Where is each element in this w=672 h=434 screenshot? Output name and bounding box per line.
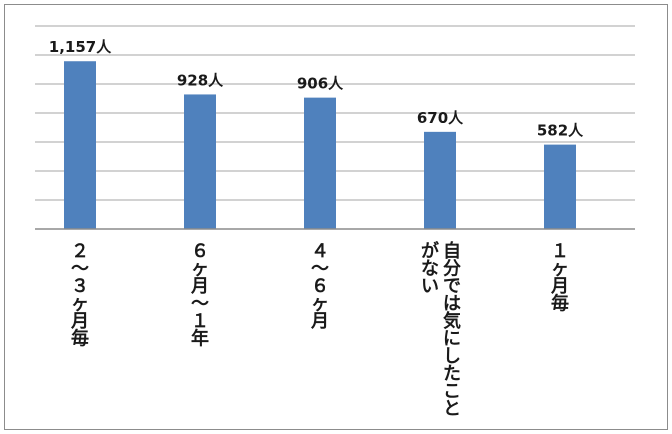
- category-glyph: 気: [443, 310, 461, 332]
- category-glyph: ４: [311, 241, 329, 262]
- category-glyph: 年: [191, 328, 209, 350]
- value-label: 928人: [177, 71, 224, 89]
- category-glyph: ヶ: [191, 259, 209, 280]
- category-glyph: 自: [443, 240, 461, 262]
- category-glyph: 〜: [71, 259, 89, 280]
- category-glyph: ２: [71, 241, 89, 262]
- category-glyph: 月: [310, 311, 329, 332]
- category-glyph: な: [421, 259, 439, 280]
- category-glyph: が: [421, 240, 439, 262]
- category-glyph: 分: [443, 259, 461, 280]
- category-glyph: ヶ: [551, 259, 569, 280]
- category-glyph: し: [443, 346, 461, 367]
- category-glyph: 〜: [191, 294, 209, 315]
- category-glyph: ６: [191, 241, 209, 262]
- category-glyph: ３: [71, 276, 89, 297]
- category-glyph: と: [443, 399, 461, 420]
- category-glyph: は: [443, 294, 461, 315]
- chart-frame: 1,157人 928人 906人 670人 582人 ２ 〜 ３ ヶ月毎 ６ ヶ月〜 １ 年 ４ 〜 ６ ヶ月…: [4, 4, 668, 430]
- value-label: 582人: [537, 122, 584, 140]
- category-glyph: １: [191, 311, 209, 332]
- category-glyph: 毎: [551, 293, 569, 315]
- category-glyph: ヶ: [311, 294, 329, 315]
- value-label: 1,157人: [49, 38, 112, 56]
- value-label: 670人: [417, 109, 464, 127]
- bar: [304, 97, 336, 229]
- category-label: ４〜６ヶ月: [310, 241, 329, 332]
- category-glyph: ６: [311, 276, 329, 297]
- category-glyph: い: [421, 276, 439, 297]
- value-labels: 1,157人 928人 906人 670人 582人: [49, 38, 584, 139]
- bars: [64, 61, 576, 229]
- category-glyph: に: [443, 329, 461, 350]
- category-glyph: で: [443, 276, 461, 297]
- bar: [64, 61, 96, 229]
- category-glyph: 月: [550, 276, 569, 297]
- category-glyph: 月: [190, 276, 209, 297]
- category-glyph: こ: [443, 381, 461, 402]
- category-glyph: 毎: [71, 328, 89, 350]
- category-glyph: た: [443, 364, 461, 385]
- category-label: ６ヶ月〜１年: [190, 241, 209, 350]
- category-glyph: 月: [70, 311, 89, 332]
- category-glyph: ヶ: [71, 294, 89, 315]
- bar: [184, 94, 216, 229]
- bar: [544, 144, 576, 229]
- category-glyph: 〜: [311, 259, 329, 280]
- category-glyph: １: [551, 241, 569, 262]
- bar: [424, 131, 456, 229]
- value-label: 906人: [297, 75, 344, 93]
